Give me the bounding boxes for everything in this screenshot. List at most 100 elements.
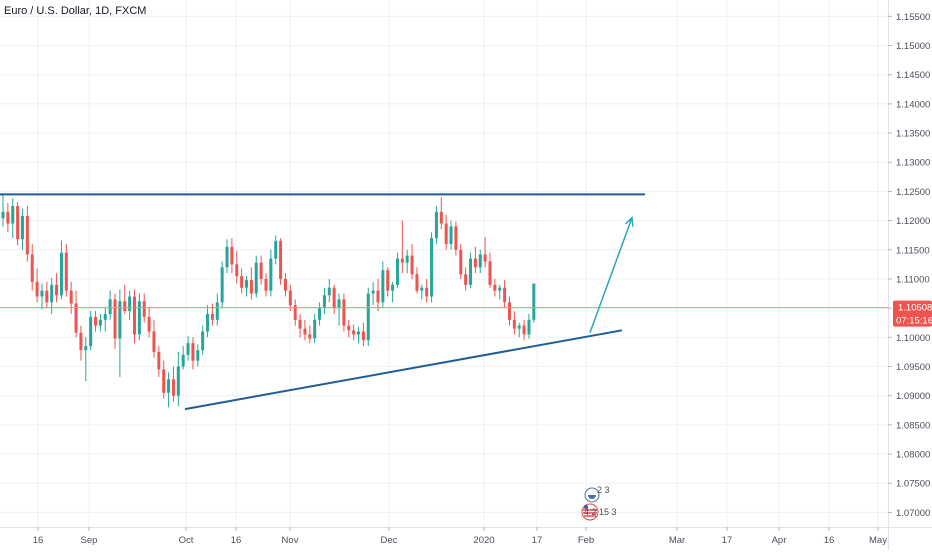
- candle-body: [288, 290, 292, 306]
- events[interactable]: 2 3 4 2 15 3: [581, 485, 617, 521]
- candle: [274, 235, 278, 265]
- candle-body: [215, 302, 219, 320]
- candle: [186, 336, 190, 361]
- candle-body: [206, 313, 210, 332]
- candle-body: [84, 346, 88, 351]
- candle-body: [483, 254, 487, 262]
- candle-body: [527, 319, 531, 335]
- time-tick-label: 16: [33, 535, 44, 546]
- candle-body: [167, 379, 171, 393]
- candle: [225, 239, 229, 274]
- candle-body: [30, 254, 34, 282]
- candle: [371, 281, 375, 306]
- candle: [454, 221, 458, 256]
- candle: [254, 255, 258, 298]
- candle-body: [430, 238, 434, 297]
- candle: [25, 206, 29, 262]
- candle-body: [191, 343, 195, 361]
- candle: [473, 246, 477, 274]
- candle: [342, 293, 346, 332]
- candle: [220, 261, 224, 309]
- candle: [308, 325, 312, 344]
- candle: [288, 284, 292, 312]
- candle: [181, 346, 185, 370]
- candle-body: [269, 258, 273, 291]
- candle-body: [405, 255, 409, 263]
- candle: [167, 372, 171, 408]
- candle: [235, 250, 239, 284]
- candle-body: [498, 287, 502, 291]
- candle-body: [98, 319, 102, 326]
- candle-body: [391, 284, 395, 291]
- time-tick-label: 2020: [473, 535, 494, 546]
- candle-body: [507, 302, 511, 320]
- time-tick-label: 17: [722, 535, 733, 546]
- candle-body: [50, 284, 54, 303]
- candle-body: [444, 223, 448, 244]
- candle-body: [410, 255, 414, 275]
- projection-arrow-line[interactable]: [589, 217, 633, 333]
- candle-body: [108, 299, 112, 314]
- candle: [152, 319, 156, 358]
- candle-body: [313, 319, 317, 339]
- candle-body: [303, 328, 307, 335]
- price-tick-label: 1.07500: [896, 479, 930, 490]
- time-axis[interactable]: 16 Sep Oct 16 Nov Dec 2020 17 Feb Mar 17 Apr 16 May: [33, 527, 888, 546]
- candle: [230, 238, 234, 274]
- candle-body: [6, 211, 10, 224]
- candle: [425, 278, 429, 303]
- candle-body: [137, 301, 141, 335]
- candle-body: [318, 308, 322, 320]
- candle: [386, 267, 390, 297]
- candle: [171, 366, 175, 402]
- candle: [444, 214, 448, 250]
- candle-body: [11, 206, 15, 224]
- price-badge: 1.10508 07:15:16: [893, 300, 932, 327]
- dividend-event-marker[interactable]: 2 3: [584, 485, 610, 503]
- candle: [118, 289, 122, 378]
- candle-body: [395, 258, 399, 285]
- candle-body: [235, 264, 239, 277]
- price-tick-label: 1.12500: [896, 187, 930, 198]
- candle-body: [16, 206, 20, 240]
- price-tick-label: 1.08500: [896, 420, 930, 431]
- time-tick-label: Nov: [282, 535, 299, 546]
- candle: [191, 337, 195, 370]
- candle: [361, 322, 365, 347]
- price-badge-value: 1.10508: [898, 303, 932, 314]
- candle-body: [196, 350, 200, 361]
- time-tick-label: Sep: [81, 535, 98, 546]
- candle-body: [69, 290, 73, 304]
- arrowhead-icon: [625, 216, 634, 227]
- candle: [381, 261, 385, 309]
- candle: [123, 284, 127, 314]
- candle: [40, 283, 44, 310]
- candle: [283, 273, 287, 297]
- candle-body: [279, 241, 283, 279]
- candle: [45, 281, 49, 309]
- candle-body: [249, 280, 253, 294]
- economic-event-marker[interactable]: 4 2 15 3: [581, 503, 617, 521]
- candle-body: [420, 287, 424, 291]
- candle: [503, 280, 507, 309]
- candle-body: [517, 325, 521, 329]
- support-trendline[interactable]: [184, 329, 623, 411]
- candle-body: [25, 215, 29, 255]
- candle-body: [415, 274, 419, 291]
- candle-body: [142, 301, 146, 317]
- candle: [279, 238, 283, 285]
- price-axis[interactable]: 1.15500 1.15000 1.14500 1.14000 1.13500 1.130…: [888, 12, 930, 519]
- candle-body: [488, 261, 492, 285]
- candle: [376, 278, 380, 312]
- candle: [210, 303, 214, 326]
- candle-body: [132, 296, 136, 335]
- drawings[interactable]: [0, 193, 645, 411]
- candle: [318, 302, 322, 326]
- candle: [55, 273, 59, 303]
- candle: [201, 325, 205, 355]
- candle: [98, 313, 102, 332]
- candle: [512, 311, 516, 335]
- candle: [469, 252, 473, 288]
